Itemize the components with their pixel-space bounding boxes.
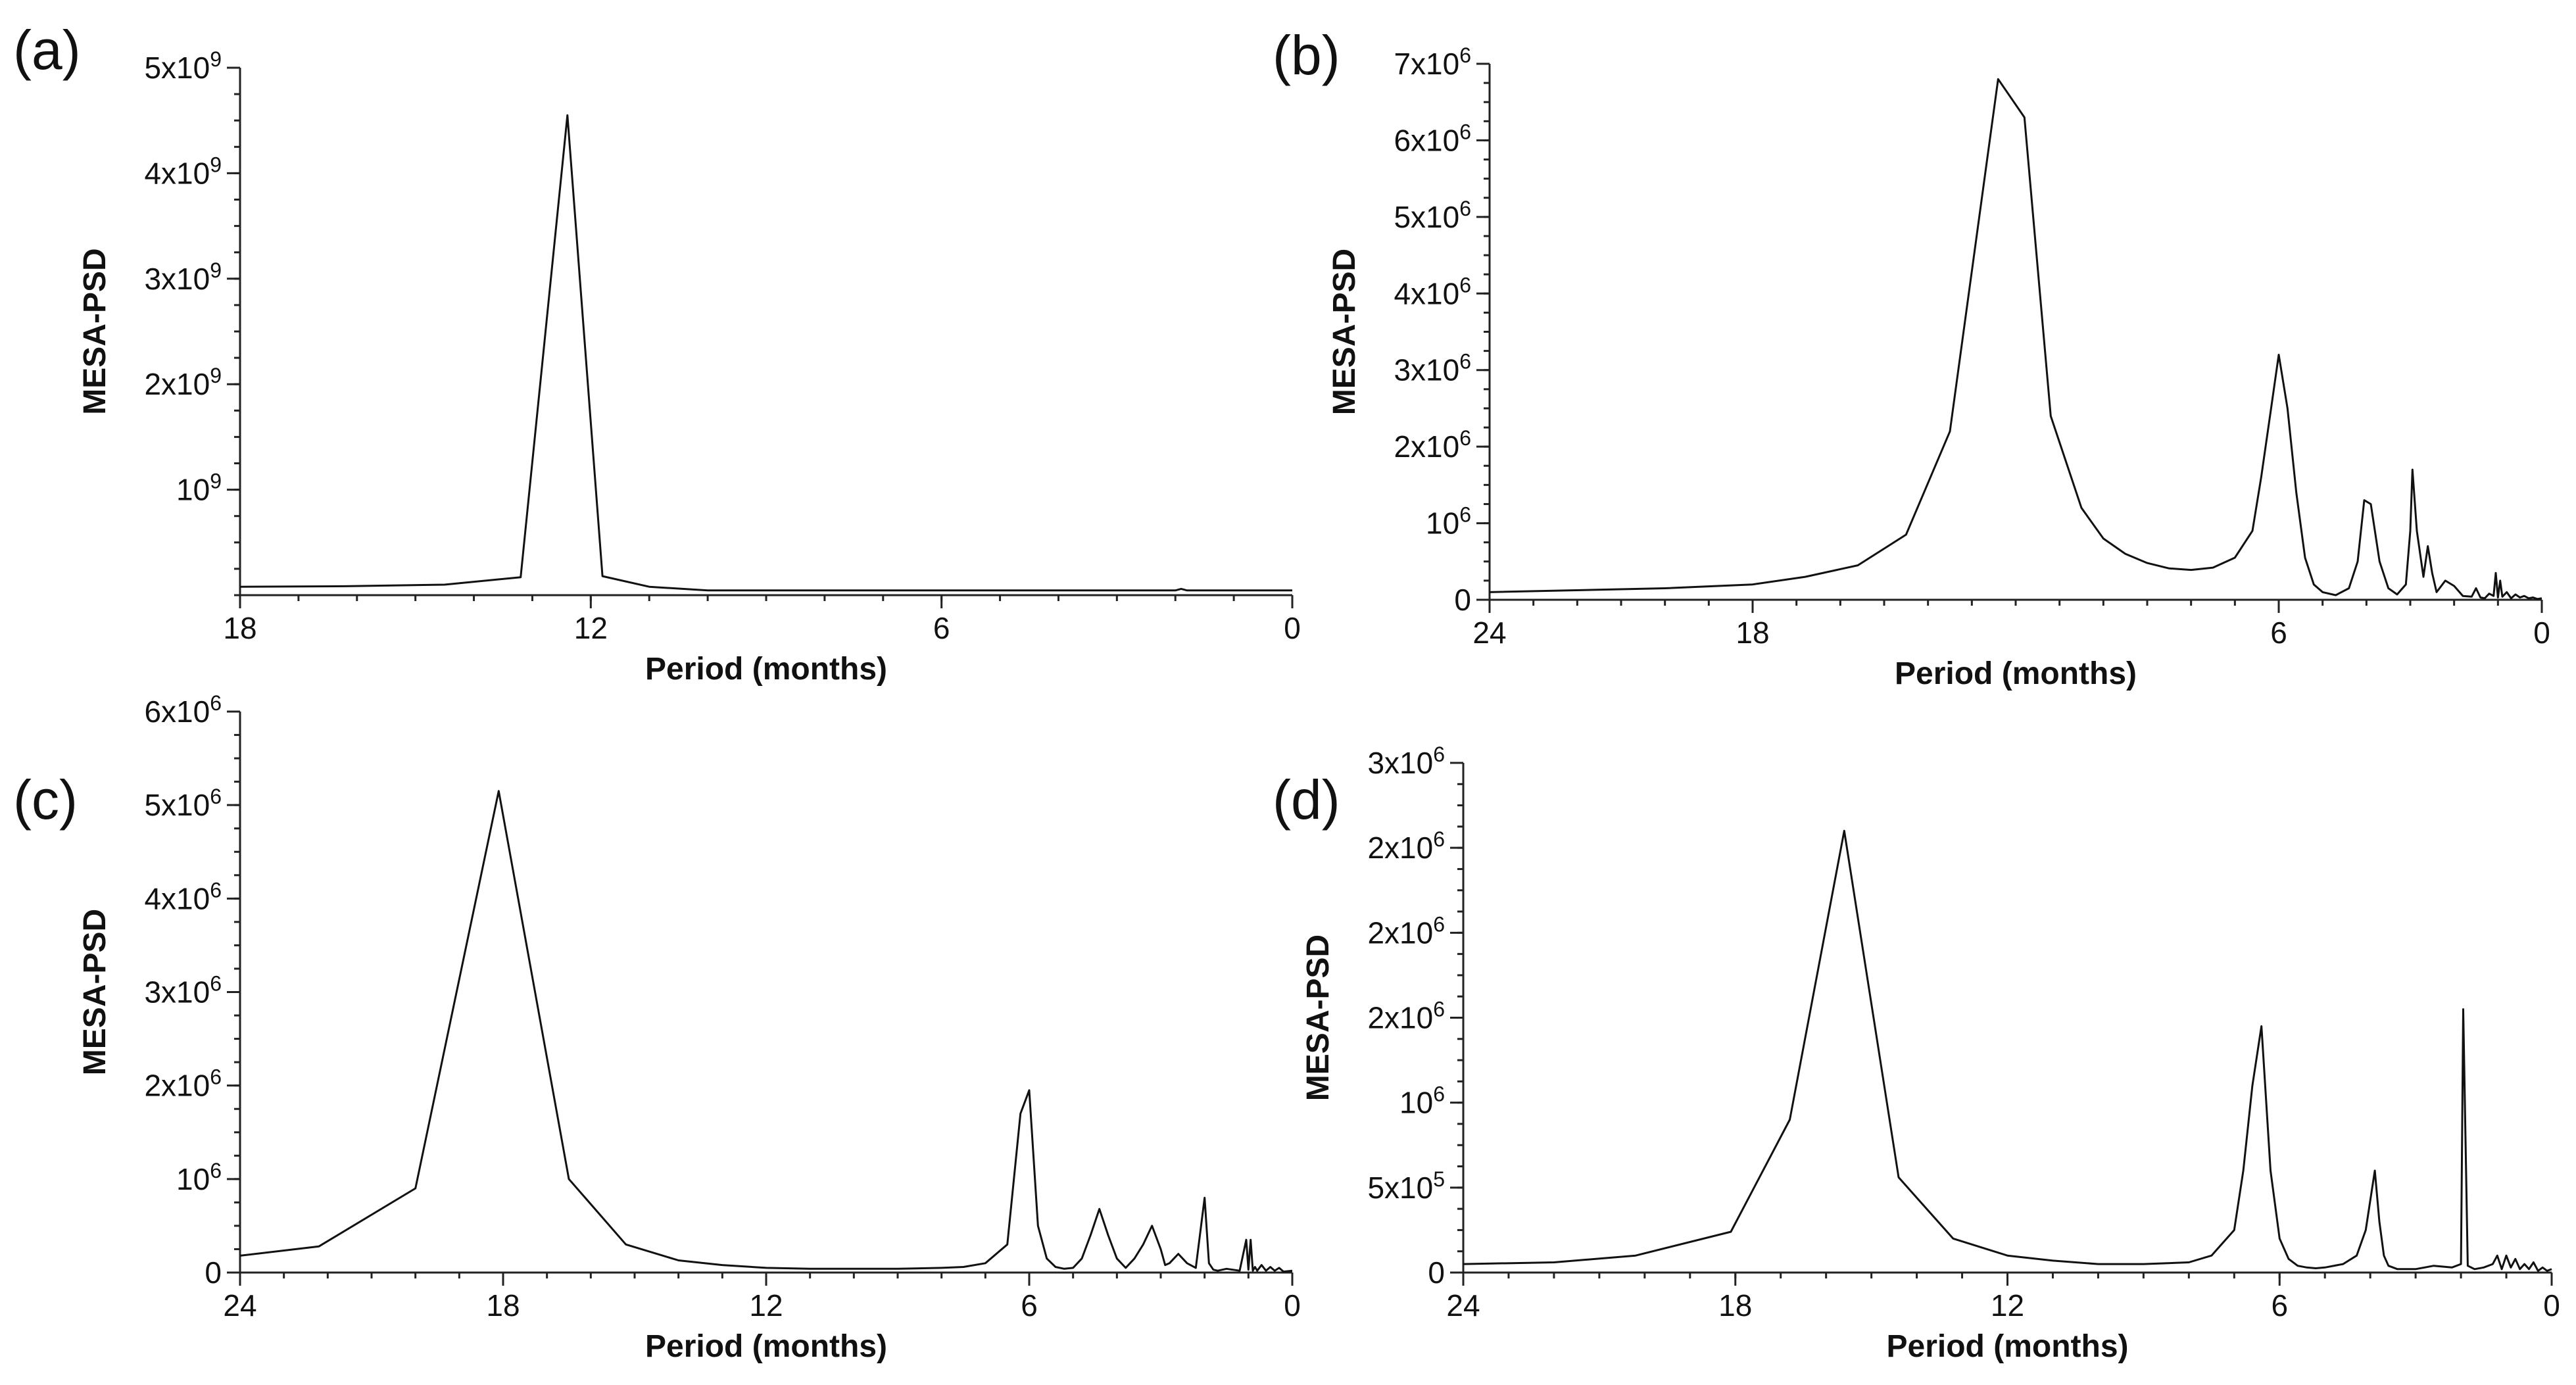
y-tick-label: 5x106: [144, 785, 222, 822]
psd-series-line: [1463, 829, 2552, 1272]
y-tick-label: 2x106: [1394, 426, 1471, 464]
y-tick-label: 2x106: [144, 1065, 222, 1103]
y-tick-label: 2x106: [1367, 998, 1445, 1035]
y-tick-label: 3x106: [1394, 350, 1471, 387]
y-tick-label: 0: [205, 1255, 222, 1290]
y-tick-label: 4x106: [1394, 273, 1471, 310]
chart-panel-3: (d) 24 18 12 6 0 0 5x105 106 2x106 2x106 2x106 3x106…: [1273, 742, 2560, 1364]
psd-series-line: [239, 114, 1292, 592]
x-tick-label: 18: [1718, 1288, 1752, 1323]
panel-label: (a): [13, 19, 81, 81]
x-tick-label: 12: [574, 611, 608, 645]
x-tick-label: 6: [933, 611, 950, 645]
panel-label: (d): [1273, 769, 1340, 831]
y-tick-label: 2x106: [1367, 912, 1445, 950]
y-tick-label: 106: [1399, 1082, 1445, 1120]
y-tick-label: 106: [176, 1159, 222, 1196]
y-tick-label: 3x106: [1367, 742, 1445, 780]
x-tick-label: 0: [2533, 616, 2550, 650]
x-axis-title: Period (months): [645, 1329, 887, 1364]
y-tick-label: 4x106: [144, 878, 222, 915]
y-tick-label: 0: [1428, 1255, 1445, 1290]
psd-series-line: [1489, 78, 2542, 600]
x-tick-label: 0: [2543, 1288, 2560, 1323]
y-tick-label: 5x109: [144, 47, 222, 85]
chart-panel-0: (a) 18 12 6 0 109 2x109 3x109 4x109 5x109 Period (…: [13, 19, 1301, 687]
y-tick-label: 109: [176, 470, 222, 507]
y-tick-label: 6x106: [1394, 120, 1471, 157]
y-axis-title: MESA-PSD: [1327, 249, 1362, 415]
x-tick-label: 0: [1284, 1288, 1301, 1323]
y-axis-title: MESA-PSD: [78, 909, 112, 1075]
x-tick-label: 24: [1472, 616, 1506, 650]
x-tick-label: 18: [486, 1288, 520, 1323]
psd-series-line: [239, 790, 1293, 1273]
x-axis-title: Period (months): [645, 652, 887, 687]
y-tick-label: 2x109: [144, 364, 222, 401]
y-tick-label: 5x106: [1394, 197, 1471, 234]
x-tick-label: 24: [1446, 1288, 1480, 1323]
panel-label: (b): [1273, 24, 1340, 86]
chart-panel-1: (b) 24 18 6 0 0 106 2x106 3x106 4x106 5x106 6x106 7x…: [1273, 24, 2550, 691]
y-tick-label: 5x105: [1367, 1167, 1445, 1205]
y-tick-label: 7x106: [1394, 43, 1471, 81]
x-tick-label: 24: [223, 1288, 256, 1323]
chart-panel-2: (c) 24 18 12 6 0 0 106 2x106 3x106 4x106 5x106 6x106…: [13, 691, 1301, 1364]
y-tick-label: 3x109: [144, 258, 222, 296]
y-tick-label: 6x106: [144, 691, 222, 729]
x-tick-label: 12: [1991, 1288, 2024, 1323]
y-tick-label: 0: [1454, 583, 1471, 617]
panel-label: (c): [13, 769, 78, 831]
y-axis-title: MESA-PSD: [1301, 935, 1336, 1101]
y-tick-label: 3x106: [144, 972, 222, 1009]
x-axis-title: Period (months): [1887, 1329, 2129, 1364]
x-tick-label: 0: [1284, 611, 1301, 645]
x-tick-label: 18: [1736, 616, 1769, 650]
y-tick-label: 4x109: [144, 153, 222, 190]
x-axis-title: Period (months): [1895, 656, 2137, 691]
y-tick-label: 106: [1426, 503, 1471, 541]
x-tick-label: 18: [223, 611, 256, 645]
x-tick-label: 6: [2270, 616, 2287, 650]
x-tick-label: 12: [749, 1288, 783, 1323]
y-axis-title: MESA-PSD: [78, 248, 112, 414]
x-tick-label: 6: [1021, 1288, 1038, 1323]
x-tick-label: 6: [2271, 1288, 2288, 1323]
y-tick-label: 2x106: [1367, 827, 1445, 865]
